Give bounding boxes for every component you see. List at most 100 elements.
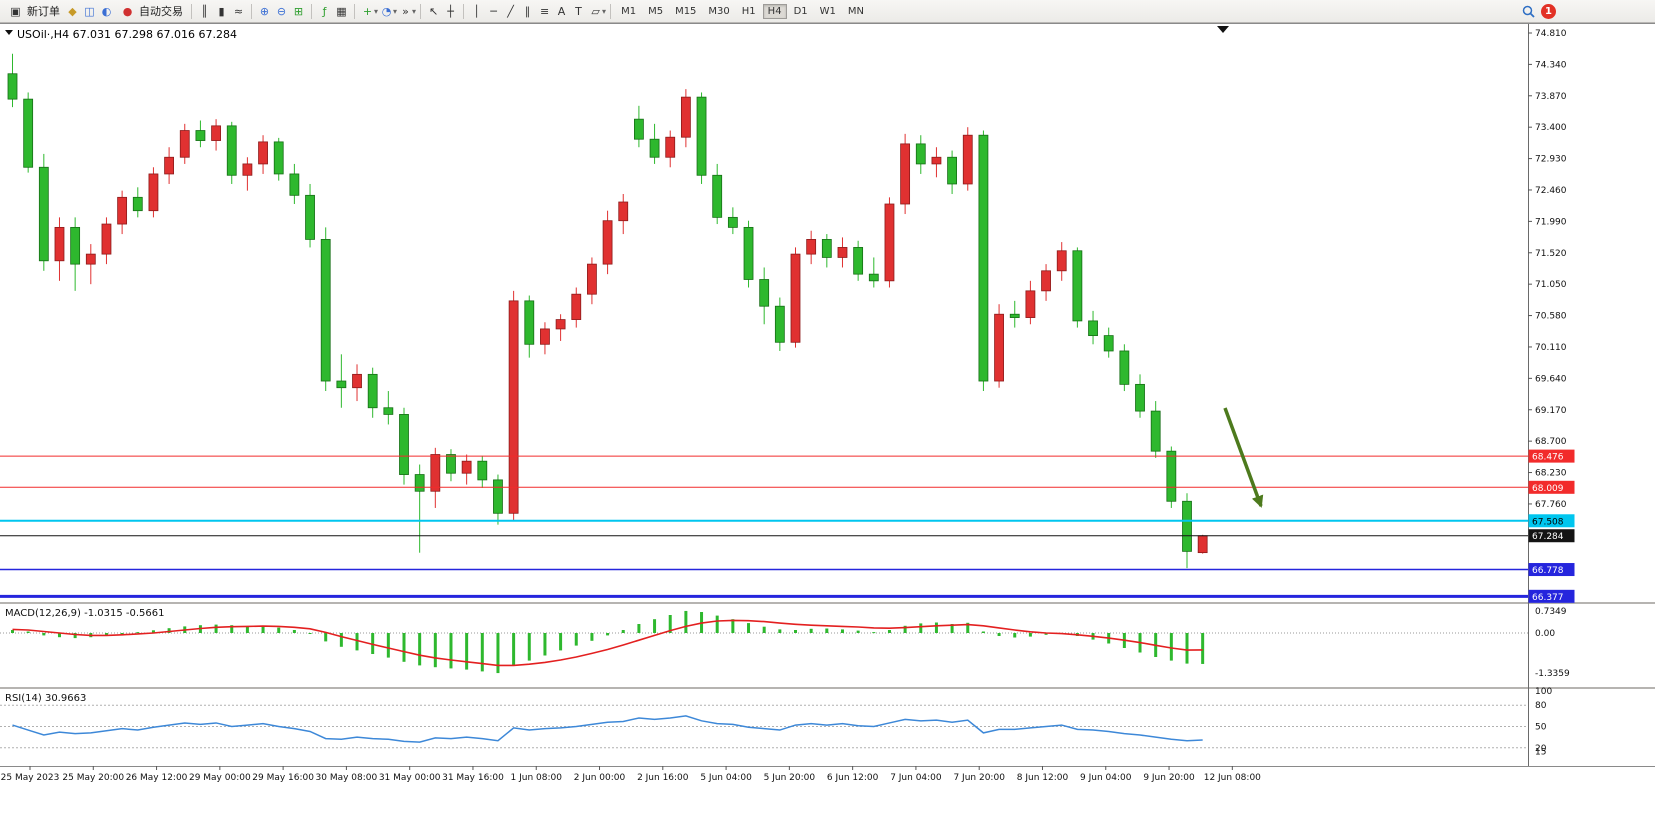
svg-text:72.460: 72.460 [1535, 186, 1567, 196]
svg-text:31 May 00:00: 31 May 00:00 [379, 773, 441, 783]
toolbar-separator [251, 3, 252, 19]
shapes-tool-icon[interactable]: ▱ [591, 4, 600, 18]
svg-text:8 Jun 12:00: 8 Jun 12:00 [1017, 773, 1069, 783]
fibonacci-tool-icon[interactable]: ≡ [539, 4, 550, 18]
new-order-button[interactable]: ▣ 新订单 [3, 2, 64, 21]
svg-text:12 Jun 08:00: 12 Jun 08:00 [1204, 773, 1261, 783]
svg-text:-1.3359: -1.3359 [1535, 669, 1570, 679]
label-tool-icon[interactable]: T [575, 4, 582, 18]
timeframe-d1-button[interactable]: D1 [789, 4, 813, 19]
timeframe-m1-button[interactable]: M1 [616, 4, 641, 19]
new-order-label: 新订单 [27, 5, 60, 18]
timeframe-m30-button[interactable]: M30 [703, 4, 734, 19]
time-axis: 25 May 2023 25 May 20:00 26 May 12:00 29 Ma… [1, 766, 1261, 783]
svg-text:74.810: 74.810 [1535, 29, 1567, 39]
svg-text:69.170: 69.170 [1535, 406, 1567, 416]
accounts-icon[interactable]: ◫ [84, 4, 95, 18]
candlestick-chart-icon[interactable]: ▮ [218, 4, 225, 18]
market-watch-icon[interactable]: ◆ [68, 4, 77, 18]
timeframe-h1-button[interactable]: H1 [737, 4, 761, 19]
svg-text:15: 15 [1535, 747, 1546, 757]
svg-text:69.640: 69.640 [1535, 374, 1567, 384]
timeframe-h4-button[interactable]: H4 [762, 3, 787, 19]
svg-text:29 May 00:00: 29 May 00:00 [189, 773, 251, 783]
cursor-icon[interactable]: ↖ [428, 4, 439, 18]
chevron-down-icon[interactable]: ▾ [602, 6, 607, 16]
svg-text:71.990: 71.990 [1535, 217, 1567, 227]
svg-text:31 May 16:00: 31 May 16:00 [442, 773, 504, 783]
svg-text:70.110: 70.110 [1535, 343, 1567, 353]
chevron-down-icon[interactable]: ▾ [412, 6, 417, 16]
auto-trading-button[interactable]: ● 自动交易 [115, 2, 187, 21]
add-indicator-icon[interactable]: + [362, 4, 373, 18]
svg-text:0.7349: 0.7349 [1535, 607, 1567, 617]
rsi-label: RSI(14) 30.9663 [5, 693, 86, 704]
crosshair-icon[interactable]: ┼ [447, 4, 454, 18]
zoom-out-icon[interactable]: ⊖ [276, 4, 287, 18]
auto-trading-label: 自动交易 [139, 5, 183, 18]
toolbar-separator [420, 3, 422, 19]
timeframe-mn-button[interactable]: MN [843, 4, 869, 19]
toolbar-separator [191, 3, 192, 19]
svg-text:1 Jun 08:00: 1 Jun 08:00 [511, 773, 563, 783]
svg-text:67.508: 67.508 [1532, 517, 1564, 527]
svg-text:2 Jun 00:00: 2 Jun 00:00 [574, 773, 626, 783]
chart-shift-icon[interactable]: » [402, 4, 409, 18]
svg-text:80: 80 [1535, 701, 1547, 711]
toolbar-separator [610, 3, 612, 19]
pane-divider[interactable] [0, 602, 1655, 604]
symbol-dropdown-icon[interactable] [5, 30, 13, 35]
svg-text:70.580: 70.580 [1535, 312, 1567, 322]
line-chart-icon[interactable]: ≈ [233, 4, 244, 18]
svg-text:29 May 16:00: 29 May 16:00 [252, 773, 314, 783]
svg-text:66.778: 66.778 [1532, 566, 1564, 576]
svg-text:71.520: 71.520 [1535, 249, 1567, 259]
trendline-tool-icon[interactable]: ╱ [507, 4, 514, 18]
channel-tool-icon[interactable]: ∥ [524, 4, 531, 18]
svg-text:2 Jun 16:00: 2 Jun 16:00 [637, 773, 689, 783]
svg-text:20: 20 [1535, 744, 1547, 754]
chevron-down-icon[interactable]: ▾ [374, 6, 379, 16]
search-icon[interactable] [1520, 3, 1537, 20]
timeframe-m15-button[interactable]: M15 [670, 4, 701, 19]
web-terminal-icon[interactable]: ◐ [101, 4, 112, 18]
svg-text:0.00: 0.00 [1535, 629, 1555, 639]
chart-area[interactable]: USOil·,H4 67.031 67.298 67.016 67.284 MAC… [0, 23, 1655, 786]
scroll-marker-icon[interactable] [1217, 26, 1229, 33]
svg-text:6 Jun 12:00: 6 Jun 12:00 [827, 773, 879, 783]
chevron-down-icon[interactable]: ▾ [393, 6, 398, 16]
period-clock-icon[interactable]: ◔ [381, 4, 392, 18]
svg-text:68.476: 68.476 [1532, 453, 1564, 463]
text-tool-icon[interactable]: A [557, 4, 566, 18]
trend-arrow-annotation[interactable] [1223, 407, 1264, 508]
svg-text:5 Jun 04:00: 5 Jun 04:00 [700, 773, 752, 783]
toolbar-separator [311, 3, 312, 19]
price-lines[interactable] [0, 455, 1528, 598]
svg-text:30 May 08:00: 30 May 08:00 [316, 773, 378, 783]
new-order-icon: ▣ [10, 4, 21, 18]
price-chart[interactable]: USOil·,H4 67.031 67.298 67.016 67.284 MAC… [0, 24, 1655, 786]
svg-text:73.870: 73.870 [1535, 92, 1567, 102]
svg-text:9 Jun 04:00: 9 Jun 04:00 [1080, 773, 1132, 783]
vertical-line-tool-icon[interactable]: │ [473, 4, 480, 18]
svg-text:7 Jun 04:00: 7 Jun 04:00 [890, 773, 942, 783]
zoom-in-icon[interactable]: ⊕ [259, 4, 270, 18]
svg-text:68.700: 68.700 [1535, 437, 1567, 447]
bar-chart-icon[interactable]: ║ [201, 4, 208, 18]
svg-text:67.284: 67.284 [1532, 532, 1564, 542]
timeframe-m5-button[interactable]: M5 [643, 4, 668, 19]
indicators-icon[interactable]: ƒ [322, 4, 327, 18]
toolbar-separator [354, 3, 355, 19]
notification-badge[interactable]: 1 [1541, 3, 1556, 19]
pane-divider[interactable] [0, 687, 1655, 689]
horizontal-line-tool-icon[interactable]: ─ [490, 4, 497, 18]
price-axis: 74.810 74.340 73.870 73.400 72.930 72.460 71.9… [1528, 29, 1575, 757]
templates-icon[interactable]: ▦ [336, 4, 347, 18]
svg-text:68.230: 68.230 [1535, 469, 1567, 479]
macd-label: MACD(12,26,9) -1.0315 -0.5661 [5, 608, 165, 619]
svg-text:66.377: 66.377 [1532, 593, 1564, 603]
timeframe-w1-button[interactable]: W1 [815, 4, 841, 19]
svg-text:25 May 2023: 25 May 2023 [1, 773, 60, 783]
grid-icon[interactable]: ⊞ [293, 4, 304, 18]
svg-text:26 May 12:00: 26 May 12:00 [126, 773, 188, 783]
